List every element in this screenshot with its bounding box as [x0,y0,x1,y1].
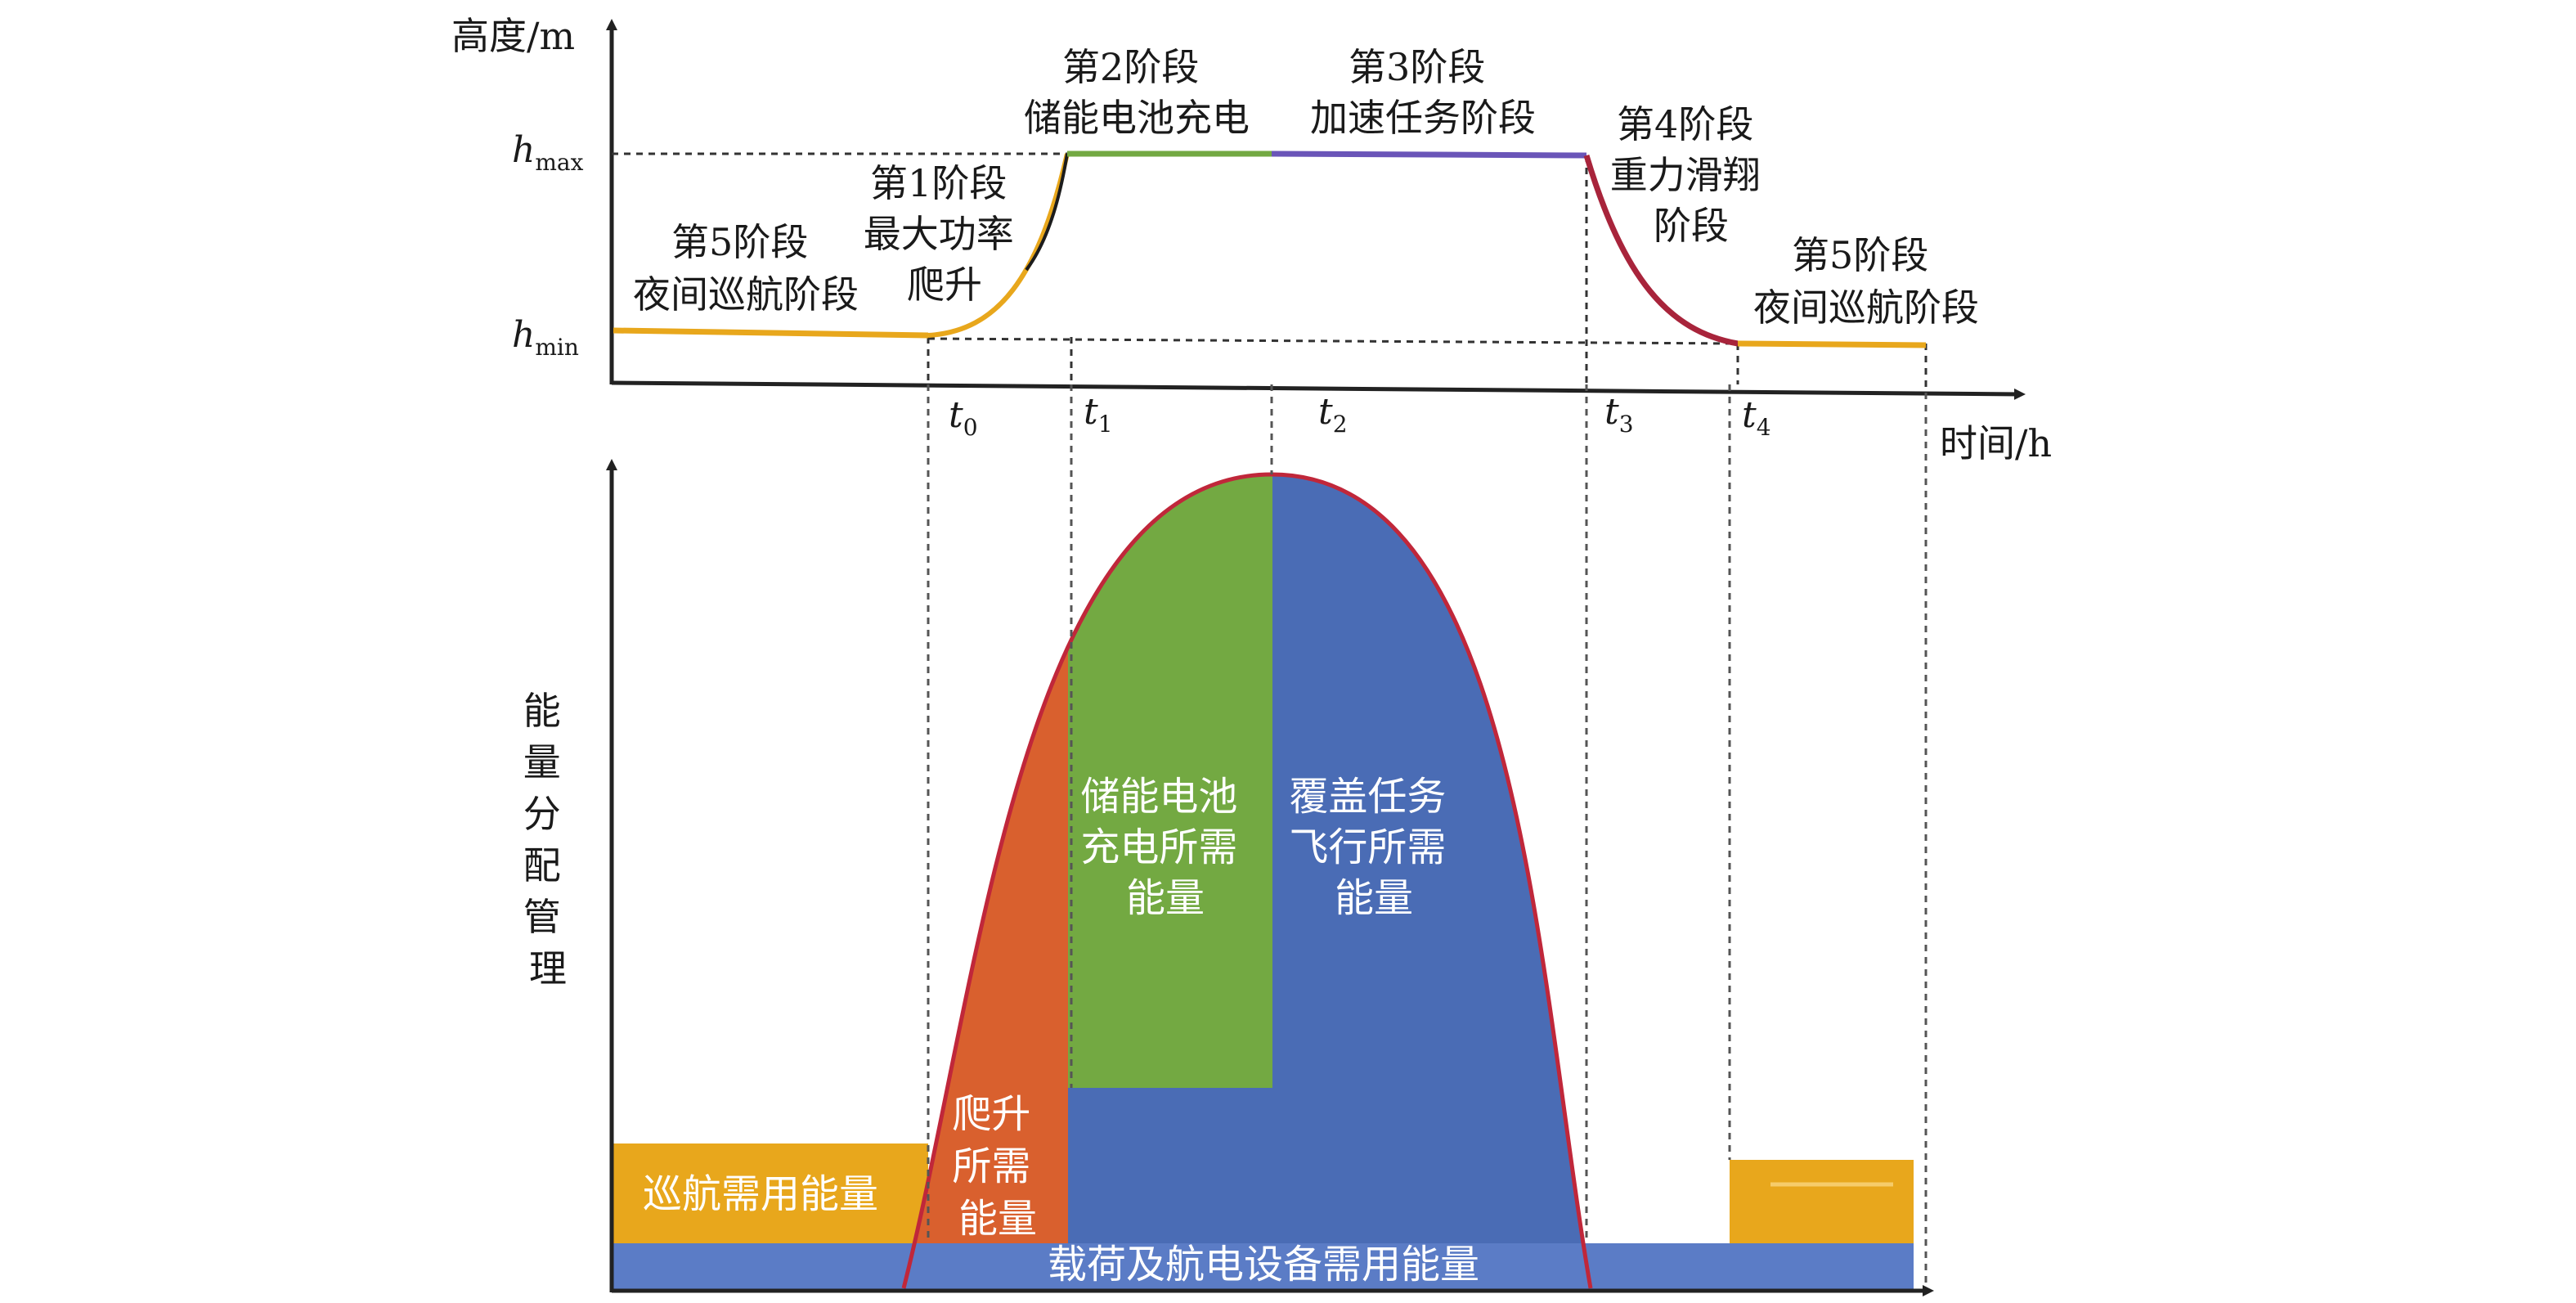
cruise-energy-label: 巡航需用能量 [643,1171,878,1217]
phase2-label: 第2阶段 储能电池充电 [1024,45,1250,140]
cruise-energy-left [613,1143,928,1243]
phase5-left-label: 第5阶段 夜间巡航阶段 [633,220,859,317]
cruise-energy-right [1730,1160,1914,1243]
energy-y-axis-label: 能 量 分 配 管 理 [523,689,573,991]
tick-t4: t4 [1742,394,1771,441]
time-ticks: t0 t1 t2 t3 t4 [949,391,1771,441]
mission-energy-label: 覆盖任务 飞行所需 能量 [1289,774,1458,921]
altitude-x-axis [611,380,2026,400]
h-max-label: hmax [512,129,584,176]
phase5-right-label: 第5阶段 夜间巡航阶段 [1753,233,1979,330]
tick-t1: t1 [1084,391,1113,438]
phase3-segment [1271,151,1587,159]
phase5-left-segment [613,327,929,339]
phase4-glide-segment [1583,154,1739,347]
time-x-axis-label: 时间/h [1940,421,2052,465]
phase-labels: 第5阶段 夜间巡航阶段 第1阶段 最大功率 爬升 第2阶段 储能电池充电 第3阶… [633,45,1979,330]
payload-energy-label: 载荷及航电设备需用能量 [1048,1242,1479,1287]
phase1-climb-dark [1025,153,1069,272]
payload-band-overlay [904,1243,1591,1288]
altitude-reference-lines [612,152,1928,393]
charge-energy-label: 储能电池 充电所需 能量 [1080,774,1250,921]
energy-region-labels: 巡航需用能量 爬升 所需 能量 储能电池 充电所需 能量 覆盖任务 飞行所需 能… [643,774,1479,1287]
energy-chart: 能 量 分 配 管 理 巡航需用能量 爬升 所需 能量 储能电池 充电所需 能量… [523,384,1934,1296]
climb-energy-label: 爬升 所需 能量 [952,1091,1043,1242]
charge-energy-region [1068,474,1272,1088]
phase3-label: 第3阶段 加速任务阶段 [1310,45,1536,140]
energy-reference-lines [927,384,1928,1291]
altitude-y-axis-label: 高度/m [451,14,575,58]
tick-t0: t0 [949,394,978,441]
tick-t2: t2 [1318,391,1348,438]
phase4-label: 第4阶段 重力滑翔 阶段 [1610,102,1773,248]
h-min-label: hmin [512,314,579,361]
tick-t3: t3 [1604,391,1634,438]
phase1-label: 第1阶段 最大功率 爬升 [864,161,1026,307]
phase5-right-segment [1737,340,1927,348]
phase1-climb-segment [927,153,1070,338]
altitude-chart: 高度/m 时间/h hmax hmin t0 t1 [451,14,2052,465]
